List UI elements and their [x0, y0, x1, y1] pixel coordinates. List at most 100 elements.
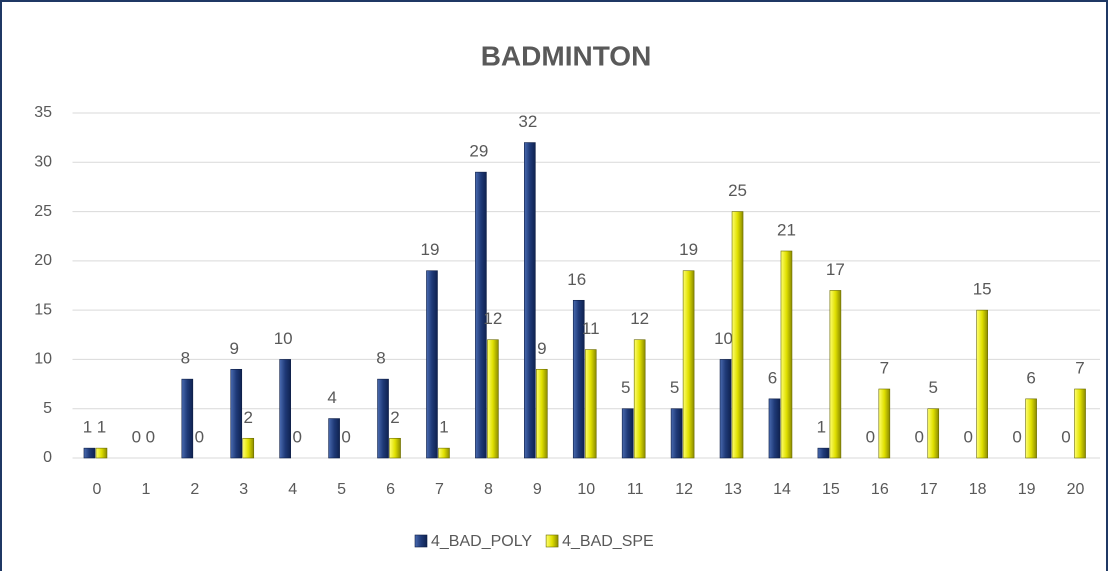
- data-label: 25: [728, 181, 747, 200]
- bar: [389, 437, 401, 459]
- x-tick-label: 14: [773, 481, 791, 498]
- bar: [524, 142, 536, 459]
- data-label: 2: [390, 408, 399, 427]
- bar: [487, 339, 499, 459]
- data-label: 1: [817, 418, 826, 437]
- data-label: 1: [83, 418, 92, 437]
- x-tick-label: 8: [484, 481, 493, 498]
- bar: [670, 408, 683, 459]
- bar: [780, 250, 793, 459]
- x-tick-label: 16: [871, 481, 889, 498]
- bar: [817, 447, 830, 459]
- data-label: 0: [195, 427, 204, 446]
- y-tick-label: 25: [34, 203, 52, 220]
- data-label: 0: [1061, 427, 1070, 446]
- bar: [95, 447, 108, 459]
- y-tick-label: 30: [34, 154, 52, 171]
- x-tick-label: 9: [533, 481, 542, 498]
- data-label: 17: [826, 260, 845, 279]
- bar: [377, 378, 389, 459]
- data-label: 11: [582, 319, 600, 338]
- bar: [927, 408, 940, 459]
- bar: [768, 398, 781, 459]
- data-label: 8: [376, 349, 385, 368]
- data-label: 6: [1026, 368, 1035, 387]
- y-tick-label: 0: [43, 449, 52, 466]
- data-label: 0: [341, 427, 350, 446]
- bar: [242, 437, 255, 459]
- data-label: 16: [567, 270, 586, 289]
- bar: [878, 388, 891, 459]
- x-tick-label: 1: [141, 481, 150, 498]
- data-label: 0: [1012, 427, 1021, 446]
- bar: [279, 359, 291, 459]
- y-tick-label: 5: [43, 400, 52, 417]
- data-label: 9: [230, 339, 239, 358]
- bar: [426, 270, 438, 459]
- chart-title: BADMINTON: [481, 40, 652, 71]
- bar: [621, 408, 634, 459]
- x-tick-label: 11: [627, 481, 644, 498]
- x-tick-label: 0: [93, 481, 102, 498]
- data-label: 8: [181, 349, 190, 368]
- legend-label: 4_BAD_POLY: [431, 533, 532, 550]
- x-tick-label: 10: [577, 481, 595, 498]
- data-label: 12: [483, 309, 502, 328]
- x-tick-label: 15: [822, 481, 840, 498]
- data-label: 19: [421, 240, 440, 259]
- data-label: 2: [244, 408, 253, 427]
- x-tick-label: 7: [435, 481, 444, 498]
- data-label: 6: [768, 368, 777, 387]
- y-tick-label: 10: [34, 351, 52, 368]
- bar: [731, 211, 744, 459]
- data-label: 0: [292, 427, 301, 446]
- bar: [1074, 388, 1086, 459]
- data-label: 5: [929, 378, 938, 397]
- data-label: 0: [132, 427, 141, 446]
- bar: [976, 309, 988, 459]
- bar: [181, 378, 194, 459]
- x-tick-label: 5: [337, 481, 346, 498]
- data-label: 10: [274, 329, 293, 348]
- bar: [230, 368, 243, 459]
- data-label: 29: [469, 142, 488, 161]
- x-tick-label: 2: [190, 481, 199, 498]
- data-label: 10: [714, 329, 733, 348]
- x-tick-label: 6: [386, 481, 395, 498]
- x-tick-label: 4: [288, 481, 297, 498]
- data-label: 15: [973, 280, 992, 299]
- bar: [83, 447, 96, 459]
- data-label: 7: [1075, 358, 1084, 377]
- legend-swatch: [414, 534, 428, 548]
- y-tick-label: 15: [34, 301, 52, 318]
- x-tick-label: 3: [239, 481, 248, 498]
- bar: [682, 270, 695, 459]
- legend-swatch: [545, 534, 559, 548]
- bar: [719, 359, 732, 459]
- bar: [572, 299, 585, 459]
- legend-label: 4_BAD_SPE: [562, 533, 654, 550]
- x-tick-label: 20: [1067, 481, 1085, 498]
- x-tick-label: 12: [675, 481, 693, 498]
- bar: [829, 290, 842, 459]
- data-label: 12: [630, 309, 649, 328]
- bar: [536, 368, 548, 459]
- data-label: 21: [777, 220, 796, 239]
- data-label: 7: [880, 358, 889, 377]
- data-label: 0: [146, 427, 155, 446]
- bar: [438, 447, 450, 459]
- x-tick-label: 19: [1018, 481, 1036, 498]
- y-tick-label: 20: [34, 252, 52, 269]
- data-label: 32: [518, 112, 537, 131]
- data-label: 19: [679, 240, 698, 259]
- bar: [633, 339, 646, 459]
- bar: [584, 349, 597, 459]
- bar: [475, 171, 487, 459]
- data-label: 1: [439, 418, 448, 437]
- bar: [1025, 398, 1037, 459]
- data-label: 0: [963, 427, 972, 446]
- x-tick-label: 18: [969, 481, 987, 498]
- data-label: 0: [915, 427, 924, 446]
